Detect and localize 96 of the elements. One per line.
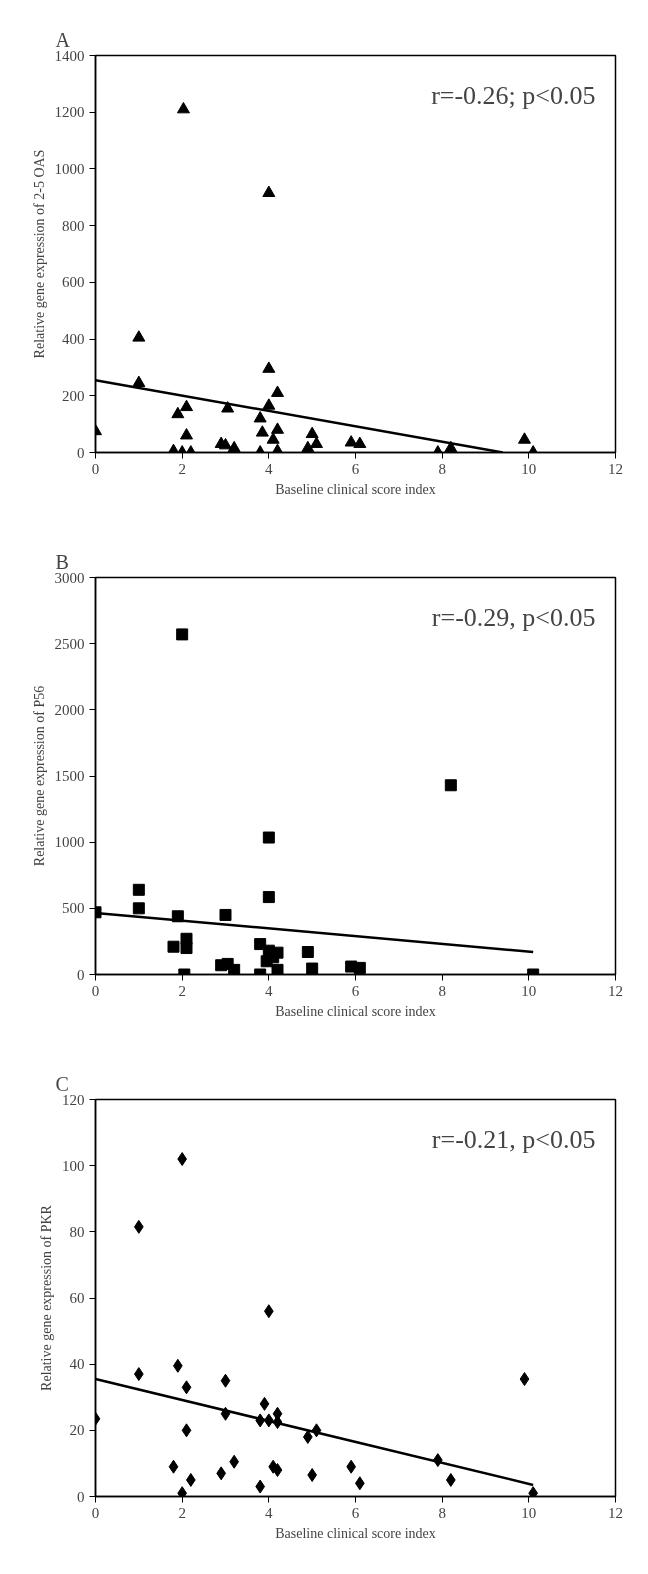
y-tick-label: 400	[62, 331, 85, 348]
x-tick-label: 4	[265, 1504, 274, 1521]
point	[262, 398, 276, 410]
point	[132, 330, 146, 342]
x-tick-label: 0	[91, 460, 100, 477]
point	[272, 1463, 283, 1478]
x-tick-label: 12	[608, 982, 623, 999]
x-tick-label: 12	[608, 1504, 623, 1521]
x-tick-label: 8	[438, 1504, 446, 1521]
point	[528, 1486, 538, 1497]
y-axis-title: Relative gene expression of P56	[31, 685, 47, 867]
y-tick-label: 500	[62, 900, 85, 917]
point	[227, 440, 241, 453]
y-tick-label: 0	[77, 1488, 85, 1505]
point	[181, 1380, 192, 1395]
y-tick-label: 1000	[54, 160, 85, 177]
point	[259, 1396, 270, 1411]
x-tick-label: 2	[178, 1504, 186, 1521]
x-tick-label: 8	[438, 982, 446, 999]
x-tick-label: 2	[178, 460, 186, 477]
y-tick-label: 60	[69, 1290, 85, 1306]
annotation: r=-0.21, p<0.05	[431, 1124, 596, 1154]
point	[271, 422, 284, 434]
point	[219, 437, 232, 450]
point	[132, 883, 145, 896]
x-axis-title: Baseline clinical score index	[275, 1525, 436, 1541]
point	[353, 961, 366, 974]
point	[307, 1468, 317, 1482]
point	[253, 411, 267, 423]
point	[344, 435, 358, 447]
annotation: r=-0.29, p<0.05	[431, 602, 596, 632]
point	[444, 440, 458, 453]
y-tick-label: 0	[77, 966, 85, 983]
y-tick-label: 0	[77, 444, 85, 461]
y-tick-label: 600	[62, 274, 85, 291]
point	[518, 432, 531, 444]
y-tick-label: 800	[62, 217, 85, 234]
point	[262, 891, 275, 904]
x-tick-label: 0	[91, 982, 100, 999]
x-tick-label: 10	[521, 460, 537, 477]
y-tick-label: 100	[62, 1157, 85, 1174]
point	[301, 440, 315, 453]
point	[168, 1459, 179, 1474]
x-tick-label: 10	[521, 1504, 537, 1521]
y-axis-title: Relative gene expression of PKR	[39, 1204, 54, 1391]
point	[180, 399, 193, 412]
y-tick-label: 200	[62, 387, 85, 404]
point	[181, 1423, 192, 1438]
point	[444, 779, 457, 792]
x-tick-label: 12	[608, 460, 623, 477]
point	[228, 963, 241, 975]
point	[132, 902, 145, 915]
y-tick-label: 80	[69, 1223, 85, 1240]
point	[301, 946, 314, 958]
point	[255, 425, 269, 437]
y-tick-label: 1000	[54, 834, 85, 851]
point	[167, 940, 180, 953]
x-tick-label: 6	[351, 982, 360, 999]
point	[519, 1372, 530, 1387]
x-tick-label: 6	[351, 460, 360, 477]
point	[176, 628, 189, 641]
point	[180, 942, 193, 955]
y-tick-label: 1200	[54, 104, 85, 121]
point	[262, 185, 276, 197]
y-axis-title: Relative gene expression of 2-5 OAS	[31, 149, 47, 359]
point	[271, 963, 284, 975]
annotation: r=-0.26; p<0.05	[431, 80, 596, 110]
point	[220, 1373, 231, 1388]
point	[180, 428, 193, 440]
point	[219, 908, 232, 921]
point	[266, 432, 280, 444]
point	[262, 361, 276, 373]
x-tick-label: 10	[521, 982, 537, 999]
y-tick-label: 1500	[54, 768, 85, 784]
point	[177, 1486, 187, 1497]
x-axis-title: Baseline clinical score index	[275, 481, 436, 497]
point	[306, 962, 319, 975]
x-tick-label: 6	[351, 1504, 360, 1521]
point	[221, 401, 235, 413]
point	[262, 831, 275, 844]
x-tick-label: 4	[265, 982, 274, 999]
y-tick-label: 2000	[54, 701, 85, 718]
point	[271, 385, 284, 397]
x-tick-label: 4	[265, 460, 274, 477]
point	[305, 426, 319, 439]
y-tick-label: 2500	[54, 635, 85, 652]
y-tick-label: 20	[69, 1422, 85, 1439]
x-tick-label: 0	[91, 1504, 100, 1521]
y-tick-label: 40	[69, 1356, 85, 1373]
point	[353, 436, 367, 448]
point	[171, 406, 185, 419]
point	[132, 375, 146, 387]
point	[176, 101, 190, 114]
x-tick-label: 8	[438, 460, 446, 477]
x-axis-title: Baseline clinical score index	[275, 1003, 436, 1019]
x-tick-label: 2	[178, 982, 186, 999]
